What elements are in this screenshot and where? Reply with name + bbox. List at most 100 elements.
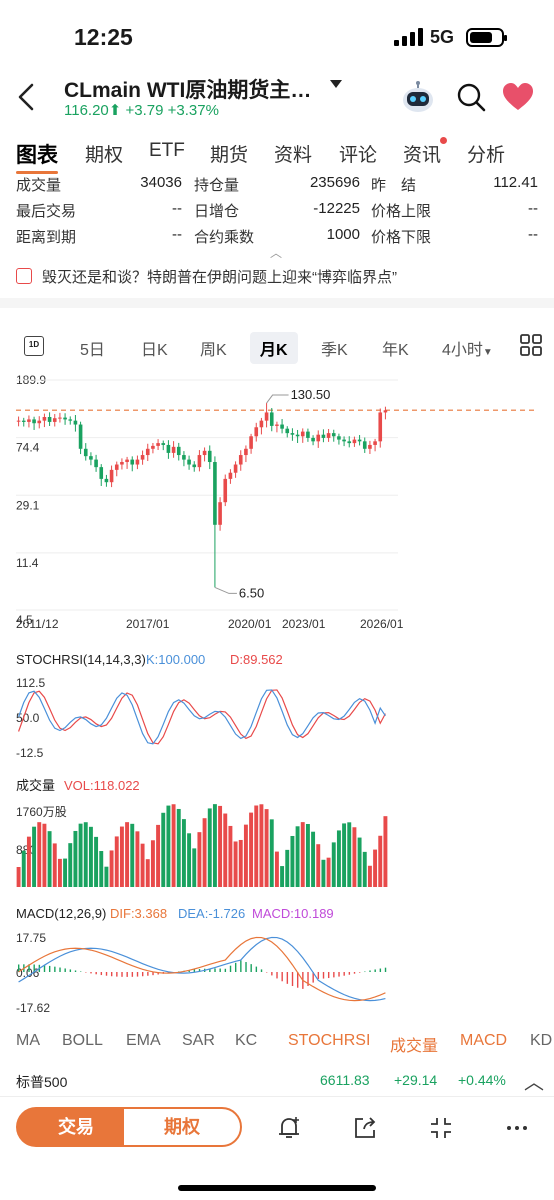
volume-bar [202,818,207,887]
instrument-title[interactable]: CLmain WTI原油期货主… [64,79,312,102]
indicator-ema[interactable]: EMA [126,1032,161,1049]
tab-news[interactable]: 资讯 [403,145,442,166]
volume-bar [305,824,310,887]
macd-hist-bar [281,972,283,982]
macd-dif-line [18,936,386,1002]
macd-dea-line [18,936,386,1002]
options-button[interactable]: 期权 [122,1107,242,1147]
macd-hist-bar [317,972,320,979]
battery-icon [466,28,507,47]
candle-body [156,443,160,446]
news-ticker[interactable]: 毁灭还是和谈？特朗普在伊朗问题上迎来“博弈临界点” [16,266,397,287]
trade-button[interactable]: 交易 [16,1107,136,1147]
share-icon[interactable] [352,1115,378,1141]
candle-body [207,450,212,463]
period-month[interactable]: 月K [250,332,298,364]
stat-value: 1000 [326,226,360,243]
period-5d[interactable]: 5日 [80,342,105,359]
volume-bar [342,823,347,887]
alert-bell-icon[interactable] [276,1115,302,1141]
favorite-heart-icon[interactable] [502,82,534,112]
indicator-boll[interactable]: BOLL [62,1032,103,1049]
volume-bar [326,857,331,887]
stat-label: 距离到期 [16,229,77,246]
period-1d-icon[interactable]: 1D [24,336,44,356]
candle-body [342,439,346,442]
tab-etf[interactable]: ETF [149,140,185,161]
period-quarter[interactable]: 季K [321,342,348,359]
chevron-down-icon[interactable] [330,80,342,88]
stat-label: 合约乘数 [194,229,255,246]
tab-comments[interactable]: 评论 [339,145,378,166]
tab-options[interactable]: 期权 [85,145,124,166]
volume-bar [254,805,259,887]
search-icon[interactable] [456,82,486,112]
stat-value: 112.41 [493,174,538,191]
stat-value: -- [528,226,538,243]
candle-body [378,412,383,442]
tab-chart[interactable]: 图表 [16,139,58,174]
index-ticker[interactable]: 标普500 6611.83 +29.14 +0.44% ︿ [0,1066,554,1096]
candle-body [218,502,222,525]
volume-bar [233,841,238,887]
indicator-sar[interactable]: SAR [182,1032,215,1049]
macd-hist-bar [95,972,97,975]
macd-chart: MACD(12,26,9) DIF:3.368 DEA:-1.726 MACD:10.… [16,906,387,1015]
tab-analysis[interactable]: 分析 [467,145,506,166]
chevron-up-icon[interactable]: ︿ [524,1072,544,1094]
candle-body [280,424,284,429]
volume-bar [21,850,26,887]
period-day[interactable]: 日K [141,342,168,359]
volume-bar [378,835,383,887]
macd-hist-bar [69,969,72,972]
candle-body [42,417,47,421]
stochrsi-chart: STOCHRSI(14,14,3,3) K:100.000 D:89.562 112.… [16,652,386,760]
divider [0,298,554,308]
indicator-ma[interactable]: MA [16,1032,40,1049]
candle-body [238,455,243,465]
period-week[interactable]: 周K [200,342,227,359]
candle-body [331,433,336,437]
period-4h[interactable]: 4小时▼ [442,336,493,360]
indicator-volume[interactable]: 成交量 [390,1038,439,1055]
candle-body [37,420,42,424]
indicator-stochrsi[interactable]: STOCHRSI [288,1032,371,1049]
volume-bar [125,822,130,887]
tab-futures[interactable]: 期货 [210,145,249,166]
x-tick-label: 2026/01 [360,617,404,631]
collapse-caret-icon[interactable]: ︿ [270,246,283,260]
volume-bar [109,850,114,887]
macd-hist-bar [131,972,134,977]
macd-title: MACD(12,26,9) [16,906,106,921]
candle-body [161,443,166,445]
back-icon[interactable] [14,82,40,112]
tab-profile[interactable]: 资料 [274,145,313,166]
volume-bar [140,843,145,887]
volume-bar [99,851,104,887]
indicator-macd[interactable]: MACD [460,1032,508,1049]
assistant-bot-icon[interactable] [400,80,436,114]
indicator-kd[interactable]: KD [530,1032,553,1049]
macd-hist-bar [374,969,376,972]
volume-bar [187,833,192,887]
candle-body [52,418,57,422]
stat-label: 价格下限 [371,229,432,246]
layout-grid-icon[interactable] [520,334,542,356]
last-price: 116.20 [64,102,109,119]
macd-hist-bar [369,970,371,972]
macd-legend: MACD:10.189 [252,906,334,921]
candle-body [362,441,367,449]
macd-hist-bar [209,968,211,972]
macd-hist-bar [338,972,340,977]
more-icon[interactable] [504,1115,530,1141]
volume-legend: VOL:118.022 [64,778,140,793]
period-year[interactable]: 年K [382,342,409,359]
price-change: +3.79 [125,102,164,119]
macd-hist-bar [379,968,382,972]
candle-body [130,459,135,465]
fullscreen-collapse-icon[interactable] [428,1115,454,1141]
macd-hist-bar [152,972,154,976]
indicator-kc[interactable]: KC [235,1032,258,1049]
